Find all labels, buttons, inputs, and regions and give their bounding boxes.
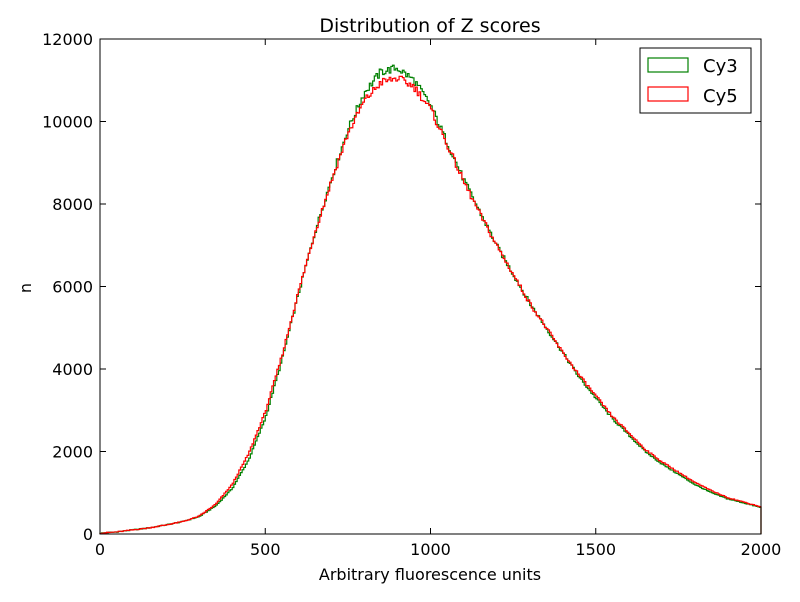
x-tick-label: 500: [250, 540, 281, 559]
legend-label-cy5: Cy5: [703, 86, 738, 107]
y-tick-label: 4000: [52, 360, 93, 379]
chart-title: Distribution of Z scores: [319, 15, 540, 37]
x-tick-label: 1500: [575, 540, 616, 559]
legend-swatch-cy5: [647, 86, 689, 102]
y-tick-label: 12000: [42, 30, 93, 49]
axis-ticks: 0 500 1000 1500 2000 0 2000 4000 6000 8000 10000 12…: [42, 30, 781, 559]
legend-swatch-cy3: [647, 57, 689, 73]
y-axis-label: n: [16, 283, 35, 293]
x-tick-label: 1000: [410, 540, 451, 559]
legend: Cy3 Cy5: [639, 47, 752, 114]
legend-label-cy3: Cy3: [703, 56, 738, 77]
plot-frame: [99, 38, 762, 535]
y-tick-label: 10000: [42, 113, 93, 132]
legend-box: [639, 47, 752, 114]
x-axis-label: Arbitrary fluorescence units: [319, 565, 541, 584]
y-tick-label: 6000: [52, 278, 93, 297]
series-layer: [99, 64, 762, 535]
x-tick-label: 0: [95, 540, 105, 559]
y-tick-label: 2000: [52, 443, 93, 462]
y-tick-label: 0: [83, 525, 93, 544]
y-tick-label: 8000: [52, 195, 93, 214]
series-cy5-line: [99, 75, 762, 535]
x-tick-label: 2000: [741, 540, 782, 559]
